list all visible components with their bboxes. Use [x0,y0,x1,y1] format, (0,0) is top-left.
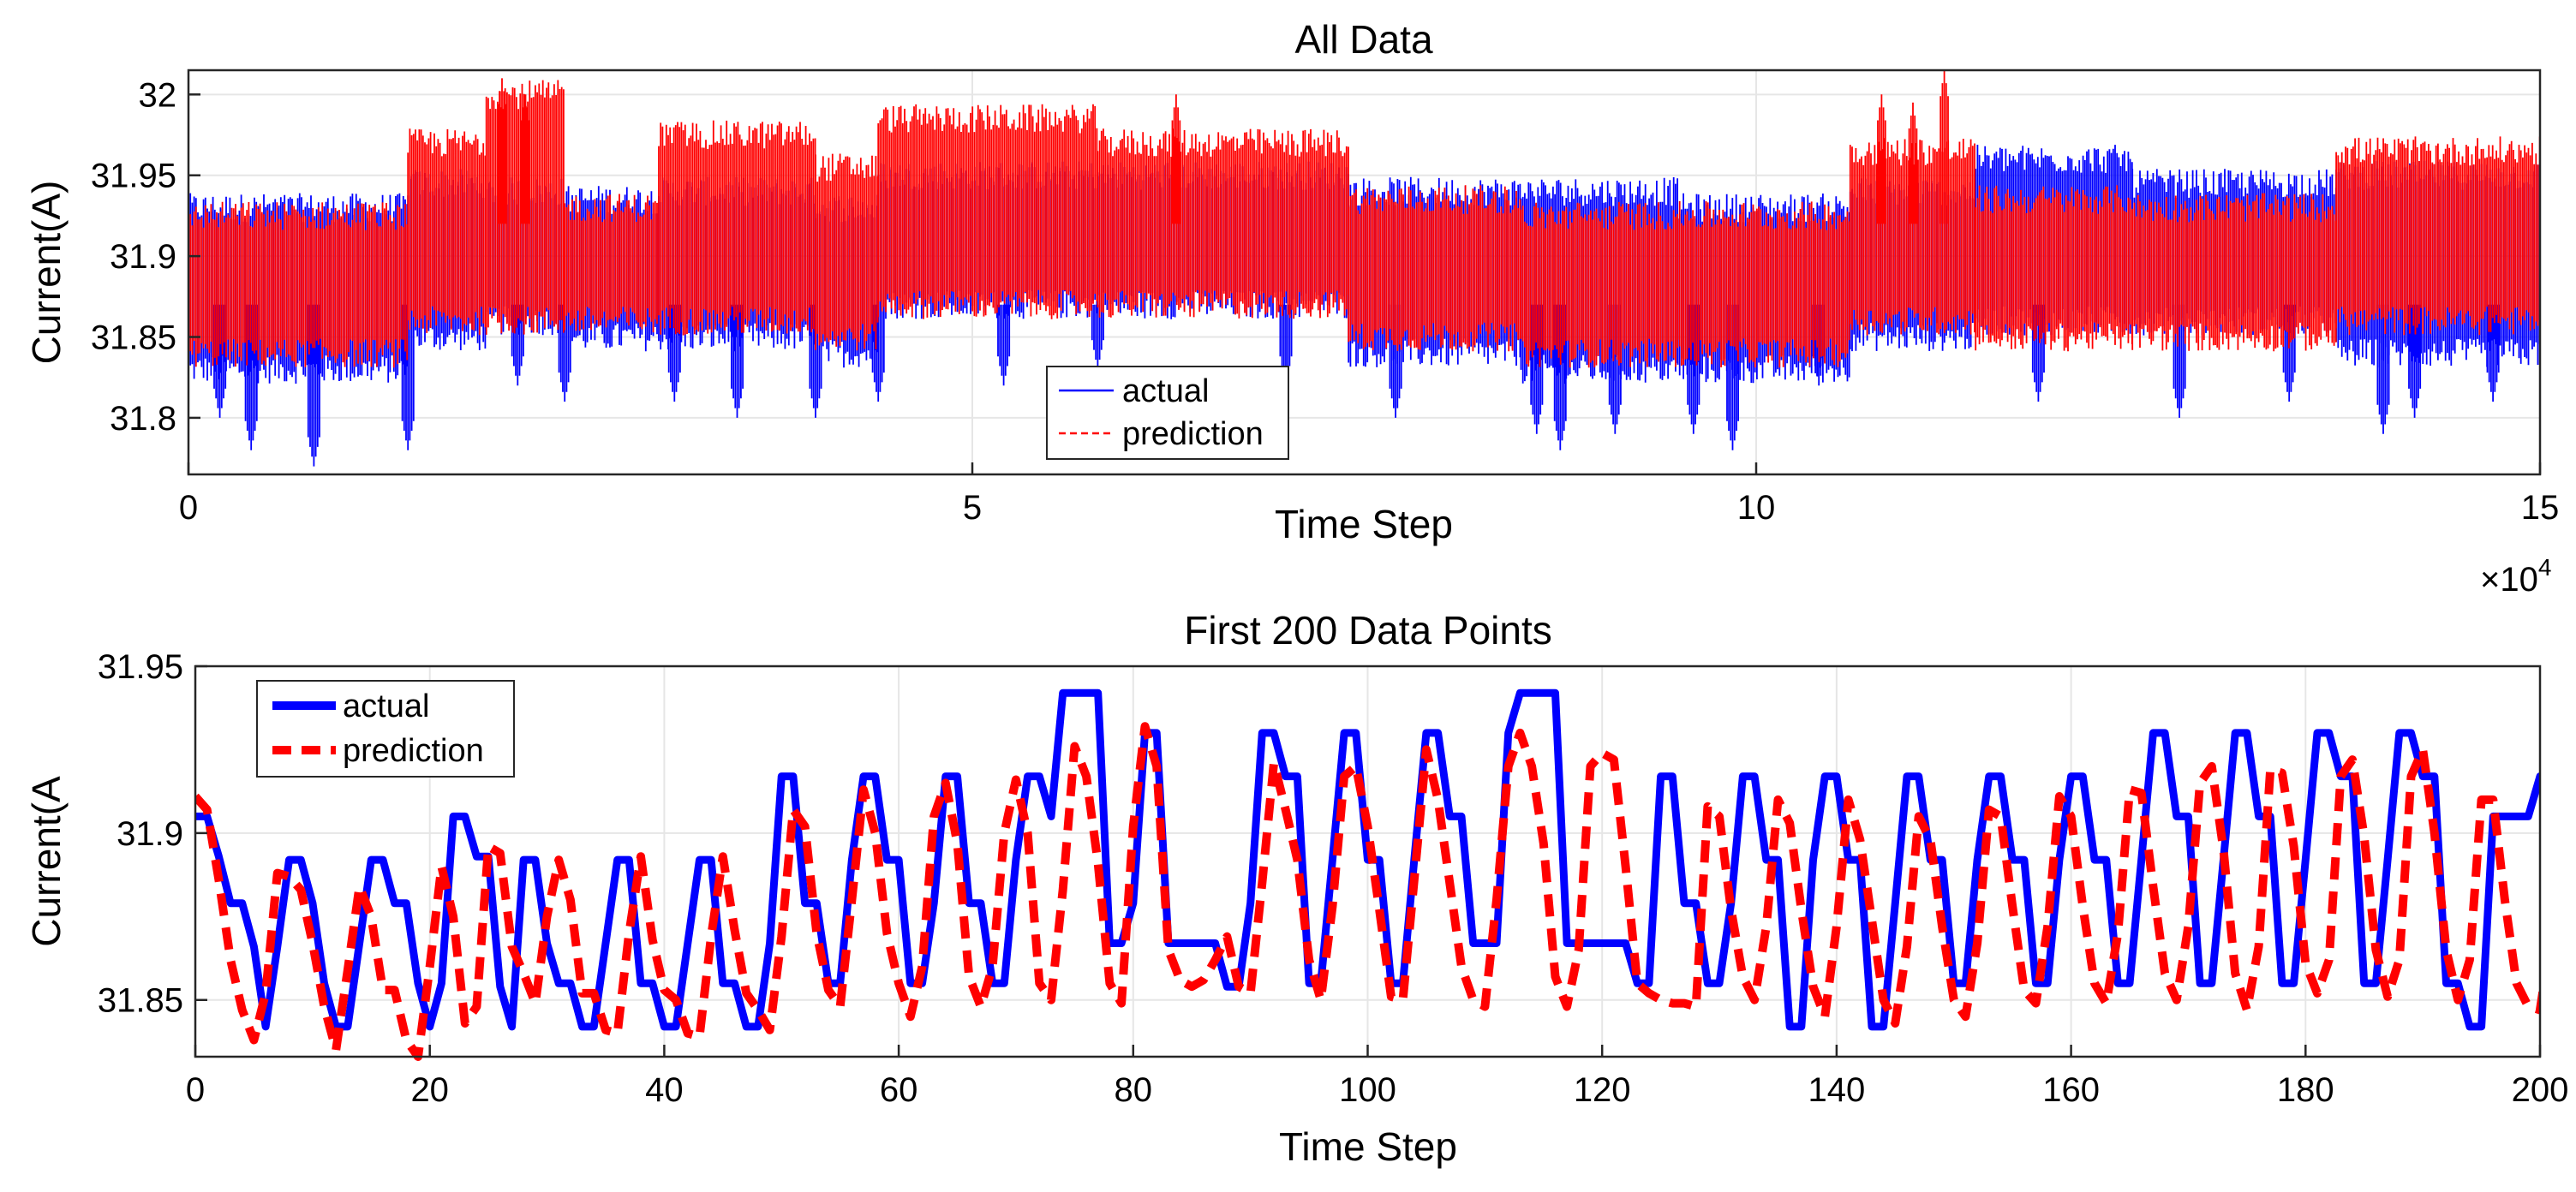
x-tick-label-first-200-4: 80 [1115,1071,1153,1109]
x-tick-label-all-data-1: 5 [963,489,982,527]
y-tick-label-all-data-2: 31.9 [110,238,176,276]
series-actual-first-200 [195,688,2540,1031]
chart-all-data: 0 5 10 15 31.8 31.85 31.9 31.95 32 All Data Time… [24,17,2559,599]
y-tick-label-first-200-2: 31.95 [98,648,183,686]
x-tick-label-first-200-9: 180 [2277,1071,2334,1109]
x-axis-label-first-200: Time Step [1279,1124,1457,1169]
x-exponent-label: ×104 [2480,554,2551,599]
data-first-200 [195,688,2540,1061]
x-tick-label-first-200-1: 20 [410,1071,449,1109]
ticks-first-200: 0 20 40 60 80 100 120 140 160 180 200 31.85 31.9 31.9… [98,648,2568,1109]
x-tick-label-all-data-3: 15 [2521,489,2560,527]
x-exponent-power: 4 [2538,554,2552,581]
chart-first-200: 0 20 40 60 80 100 120 140 160 180 200 31.85 31.9 31.9… [24,608,2568,1169]
y-axis-label-first-200: Current(A [24,776,69,947]
legend-label-actual-all-data: actual [1122,373,1209,409]
x-tick-label-all-data-2: 10 [1737,489,1776,527]
legend-box-all-data [1046,366,1289,460]
y-tick-label-all-data-1: 31.85 [91,319,176,357]
y-tick-label-all-data-4: 32 [139,76,177,114]
x-exponent-base: ×10 [2480,561,2538,599]
x-tick-label-first-200-7: 140 [1808,1071,1866,1109]
x-tick-label-all-data-0: 0 [179,489,198,527]
legend-first-200: actual prediction [256,680,515,778]
legend-all-data: actual prediction [1046,366,1289,460]
series-prediction-first-200 [195,722,2540,1061]
x-axis-label-all-data: Time Step [1275,502,1453,546]
x-tick-label-first-200-6: 120 [1574,1071,1631,1109]
x-tick-label-first-200-3: 60 [880,1071,918,1109]
legend-label-prediction-first-200: prediction [343,733,484,769]
y-axis-label-all-data: Current(A) [24,181,69,365]
legend-box-first-200 [256,680,515,778]
chart-title-first-200: First 200 Data Points [1184,608,1552,653]
legend-label-actual-first-200: actual [343,688,429,724]
y-tick-label-all-data-0: 31.8 [110,400,176,438]
ticks-all-data: 0 5 10 15 31.8 31.85 31.9 31.95 32 [91,76,2559,527]
axes-frame-all-data [187,69,2542,476]
y-tick-label-first-200-1: 31.9 [117,815,183,853]
y-tick-label-all-data-3: 31.95 [91,158,176,195]
x-tick-label-first-200-5: 100 [1339,1071,1396,1109]
chart-title-all-data: All Data [1294,17,1432,62]
series-prediction-all-data [188,70,2540,368]
x-tick-label-first-200-8: 160 [2042,1071,2100,1109]
x-tick-label-first-200-10: 200 [2512,1071,2569,1109]
data-all-data [188,70,2540,467]
y-tick-label-first-200-0: 31.85 [98,982,183,1020]
x-tick-label-first-200-2: 40 [645,1071,684,1109]
legend-label-prediction-all-data: prediction [1122,416,1264,452]
x-tick-label-first-200-0: 0 [186,1071,205,1109]
